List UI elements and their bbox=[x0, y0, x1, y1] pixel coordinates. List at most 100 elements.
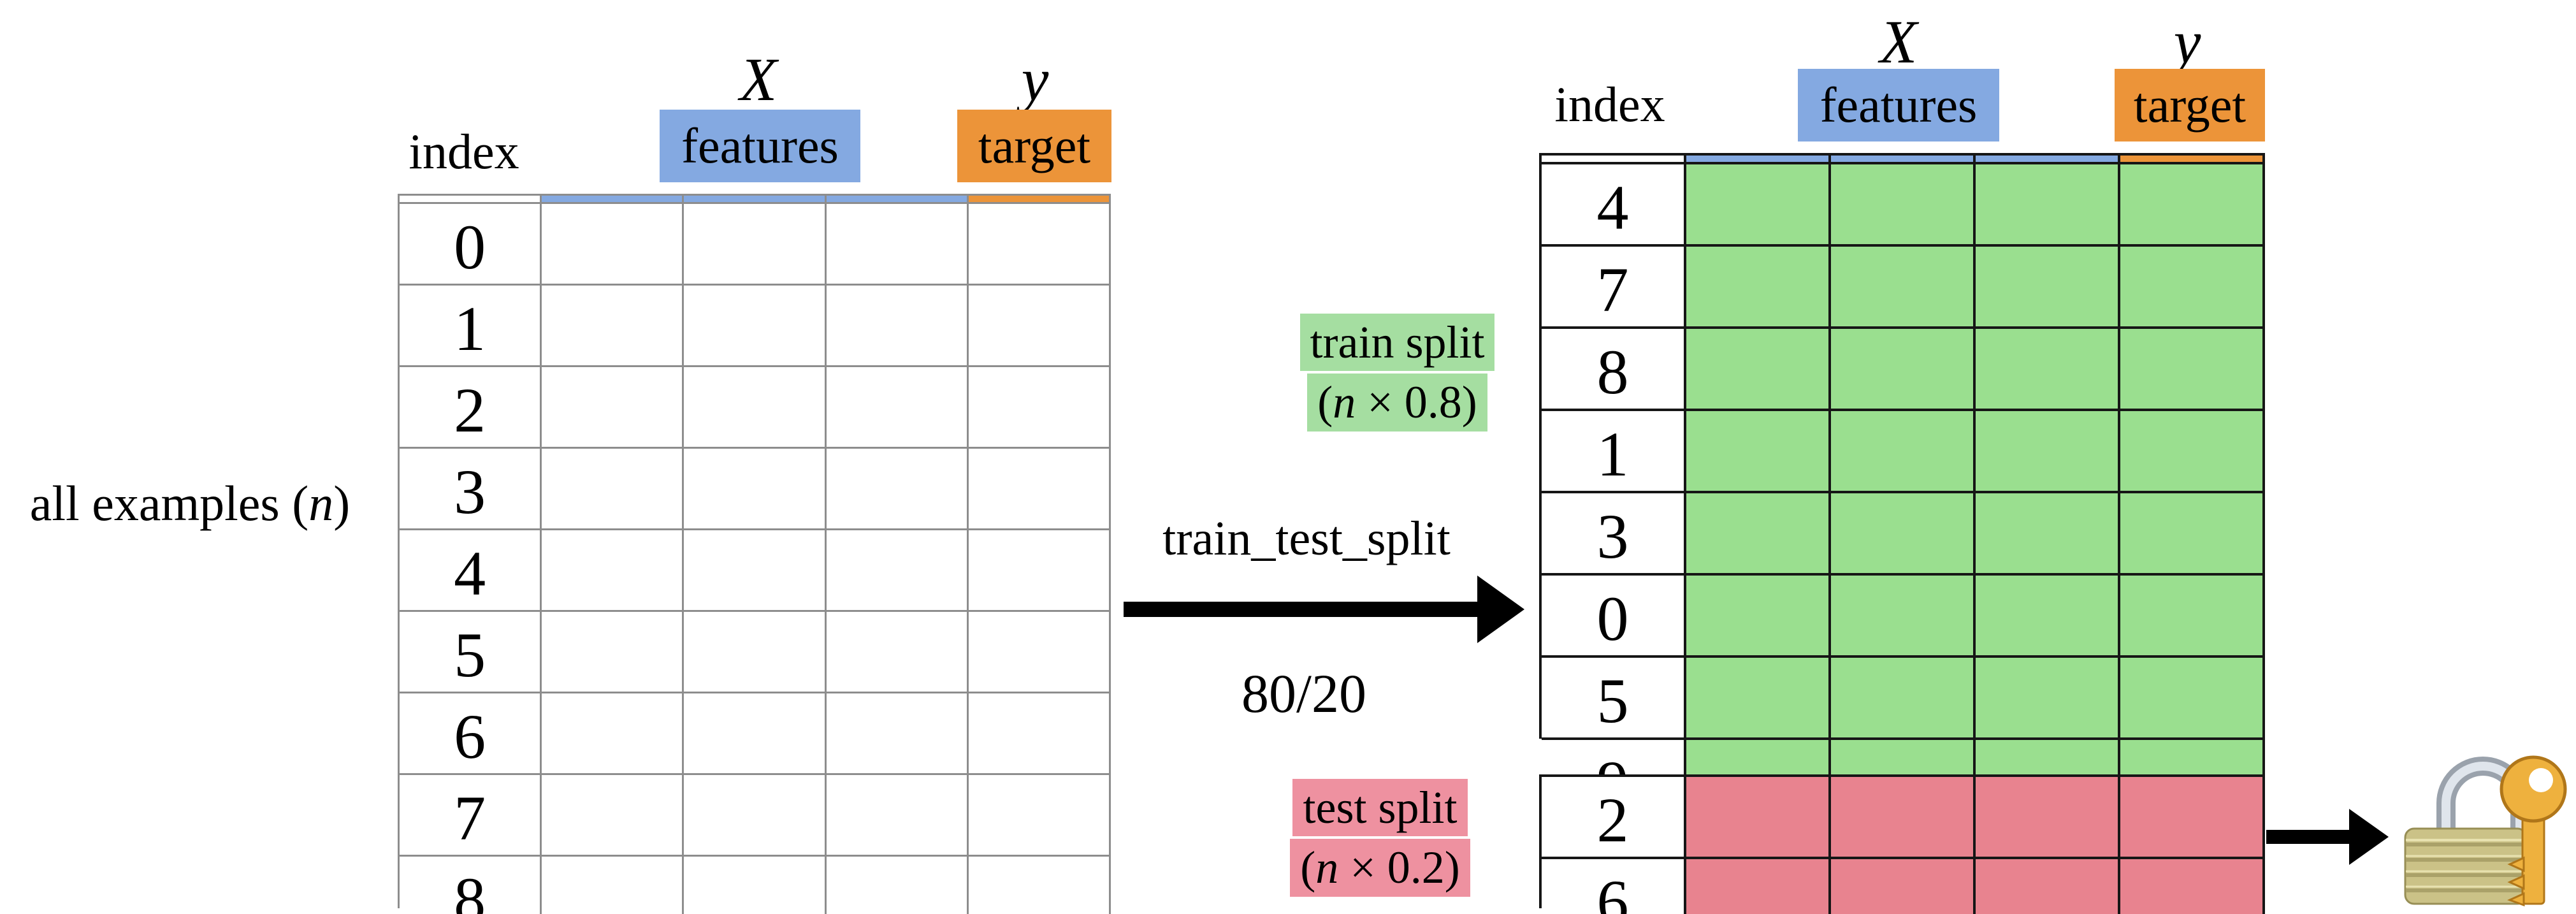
data-cell bbox=[1686, 493, 1831, 576]
data-cell bbox=[2120, 777, 2265, 859]
index-cell: 0 bbox=[1542, 576, 1686, 658]
right-target-header: target bbox=[2115, 69, 2265, 141]
split-ratio-label: 80/20 bbox=[1241, 662, 1366, 724]
index-cell: 6 bbox=[400, 693, 542, 775]
index-cell: 1 bbox=[400, 286, 542, 367]
data-cell bbox=[684, 449, 827, 530]
data-cell bbox=[1686, 859, 1831, 914]
right-features-header: features bbox=[1798, 69, 1999, 141]
all-examples-text: all examples ( bbox=[29, 475, 309, 531]
split-arrow-shaft bbox=[1124, 602, 1479, 617]
data-cell bbox=[1976, 164, 2120, 247]
n-variable: n bbox=[1333, 377, 1356, 428]
left-y-header: y bbox=[1021, 45, 1049, 113]
split-function-label: train_test_split bbox=[1162, 511, 1451, 565]
data-cell bbox=[684, 367, 827, 449]
data-cell bbox=[542, 367, 684, 449]
data-cell bbox=[826, 196, 969, 204]
data-cell bbox=[684, 693, 827, 775]
data-cell bbox=[1831, 156, 1976, 164]
left-index-header: index bbox=[409, 124, 519, 179]
data-cell bbox=[1831, 658, 1976, 740]
data-cell bbox=[826, 775, 969, 857]
data-cell bbox=[2120, 411, 2265, 493]
index-cell: 3 bbox=[400, 449, 542, 530]
data-cell bbox=[542, 204, 684, 286]
data-cell bbox=[968, 204, 1111, 286]
index-cell: 7 bbox=[400, 775, 542, 857]
right-index-header: index bbox=[1554, 76, 1665, 132]
data-cell bbox=[1976, 777, 2120, 859]
index-cell: 7 bbox=[1542, 247, 1686, 329]
n-variable: n bbox=[308, 475, 334, 531]
data-cell bbox=[968, 857, 1111, 914]
right-y-header: y bbox=[2173, 7, 2201, 76]
train-split-formula: (n × 0.8) bbox=[1307, 374, 1487, 432]
data-cell bbox=[1976, 411, 2120, 493]
index-cell: 8 bbox=[400, 857, 542, 914]
holdout-arrow-shaft bbox=[2266, 830, 2350, 844]
data-cell bbox=[542, 857, 684, 914]
test-split-label: test split (n × 0.2) bbox=[1251, 779, 1509, 897]
data-cell bbox=[684, 612, 827, 693]
lock-with-key-icon bbox=[2404, 755, 2567, 907]
data-cell bbox=[968, 196, 1111, 204]
data-cell bbox=[2120, 576, 2265, 658]
data-cell bbox=[826, 286, 969, 367]
data-cell bbox=[826, 449, 969, 530]
data-cell bbox=[1831, 777, 1976, 859]
right-x-header: X bbox=[1879, 7, 1918, 76]
data-cell bbox=[1686, 576, 1831, 658]
data-cell bbox=[1686, 411, 1831, 493]
test-split-formula: (n × 0.2) bbox=[1290, 839, 1470, 897]
index-cell: 8 bbox=[1542, 329, 1686, 411]
data-cell bbox=[1686, 777, 1831, 859]
holdout-arrow-head bbox=[2349, 809, 2389, 865]
all-examples-table: 0123456789 bbox=[398, 194, 1111, 914]
data-cell bbox=[968, 367, 1111, 449]
index-cell: 1 bbox=[1542, 411, 1686, 493]
data-cell bbox=[1976, 576, 2120, 658]
left-x-header: X bbox=[739, 45, 778, 113]
data-cell bbox=[684, 530, 827, 612]
data-cell bbox=[1976, 658, 2120, 740]
data-cell bbox=[684, 775, 827, 857]
train-split-table: 47813059 bbox=[1539, 153, 2265, 822]
data-cell bbox=[826, 367, 969, 449]
index-cell: 2 bbox=[400, 367, 542, 449]
data-cell bbox=[1976, 859, 2120, 914]
data-cell bbox=[1831, 493, 1976, 576]
index-cell: 6 bbox=[1542, 859, 1686, 914]
data-cell bbox=[542, 449, 684, 530]
left-features-header: features bbox=[660, 110, 860, 182]
data-cell bbox=[542, 612, 684, 693]
left-target-header: target bbox=[957, 110, 1111, 182]
data-cell bbox=[826, 612, 969, 693]
data-cell bbox=[1686, 658, 1831, 740]
data-cell bbox=[968, 530, 1111, 612]
index-cell: 4 bbox=[1542, 164, 1686, 247]
data-cell bbox=[2120, 493, 2265, 576]
data-cell bbox=[1686, 156, 1831, 164]
n-variable: n bbox=[1315, 842, 1339, 894]
index-cell: 3 bbox=[1542, 493, 1686, 576]
train-split-title: train split bbox=[1299, 314, 1495, 372]
data-cell bbox=[1686, 247, 1831, 329]
data-cell bbox=[2120, 859, 2265, 914]
data-cell bbox=[2120, 247, 2265, 329]
data-cell bbox=[2120, 658, 2265, 740]
data-cell bbox=[542, 196, 684, 204]
index-cell: 0 bbox=[400, 204, 542, 286]
data-cell bbox=[2120, 156, 2265, 164]
index-cell: 4 bbox=[400, 530, 542, 612]
data-cell bbox=[542, 775, 684, 857]
data-cell bbox=[1976, 493, 2120, 576]
data-cell bbox=[968, 286, 1111, 367]
data-cell bbox=[968, 612, 1111, 693]
index-cell: 5 bbox=[400, 612, 542, 693]
index-cell: 5 bbox=[1542, 658, 1686, 740]
data-cell bbox=[1976, 156, 2120, 164]
data-cell bbox=[684, 204, 827, 286]
